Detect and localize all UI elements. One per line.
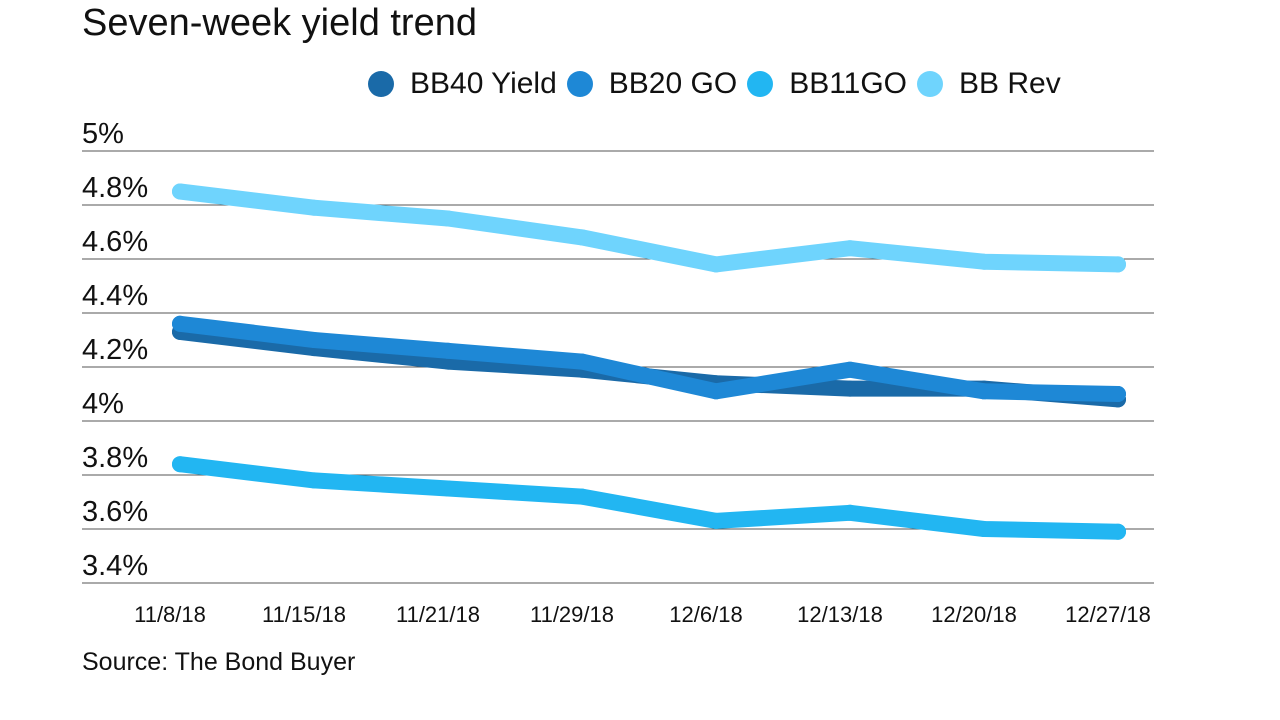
x-tick-label-11-8-18: 11/8/18 [134,602,206,627]
y-tick-label-3-8: 3.8% [82,442,148,474]
data-point-bb11go-11-21-18 [440,480,456,497]
data-point-bb11go-12-6-18 [708,512,724,529]
data-point-bb-rev-11-15-18 [306,199,322,216]
data-point-bb-rev-12-6-18 [708,256,724,273]
y-tick-label-4-6: 4.6% [82,226,148,258]
y-tick-label-5: 5% [82,118,124,150]
data-point-bb-rev-12-13-18 [842,240,858,257]
series-bb20-go [172,315,1126,402]
data-point-bb11go-12-13-18 [842,504,858,521]
x-tick-label-12-6-18: 12/6/18 [669,602,742,627]
legend-dot-bb40-yield [368,71,394,97]
series-line-bb-rev [172,183,1126,273]
legend-dot-bb11go [747,71,774,97]
series-layer [172,183,1126,540]
data-point-bb-rev-12-20-18 [976,253,992,270]
series-bb-rev [172,183,1126,273]
data-point-bb20-go-11-29-18 [574,353,590,370]
y-tick-label-3-6: 3.6% [82,496,148,528]
legend-item-bb20-go: BB20 GO [566,67,738,101]
data-point-bb20-go-12-13-18 [842,361,858,378]
x-axis-ticks: 11/8/18 11/15/18 11/21/18 11/29/18 12/6/18 12… [134,602,1151,627]
y-tick-label-4: 4% [82,388,124,420]
legend-item-bb11go: BB11GO [747,67,907,101]
legend-dot-bb-rev [917,71,944,97]
x-tick-label-12-20-18: 12/20/18 [931,602,1017,627]
data-point-bb11go-11-8-18 [172,456,188,473]
data-point-bb20-go-12-6-18 [708,383,724,400]
data-point-bb-rev-11-29-18 [574,229,590,246]
y-tick-label-4-8: 4.8% [82,172,148,204]
data-point-bb20-go-11-21-18 [440,342,456,359]
x-tick-label-11-29-18: 11/29/18 [530,602,614,627]
data-point-bb20-go-11-15-18 [306,332,322,348]
legend-label-bb11go: BB11GO [789,67,908,100]
data-point-bb11go-11-29-18 [574,488,590,505]
y-tick-label-4-2: 4.2% [82,334,148,366]
data-point-bb11go-12-27-18 [1110,523,1126,540]
series-line-bb20-go [172,315,1126,402]
source-note: Source: The Bond Buyer [82,648,356,676]
data-point-bb-rev-11-8-18 [172,183,188,200]
x-tick-label-11-21-18: 11/21/18 [396,602,480,627]
chart-title: Seven-week yield trend [82,2,477,44]
data-point-bb11go-11-15-18 [306,472,322,489]
data-point-bb20-go-12-20-18 [976,383,992,400]
x-tick-label-12-27-18: 12/27/18 [1065,602,1151,627]
y-tick-label-4-4: 4.4% [82,280,148,312]
legend-label-bb20-go: BB20 GO [608,67,738,100]
legend-item-bb40-yield: BB40 Yield [368,67,557,101]
legend-item-bb-rev: BB Rev [917,67,1061,101]
legend-label-bb40-yield: BB40 Yield [410,67,557,100]
series-line-bb11go [172,456,1126,540]
legend-dot-bb20-go [566,71,593,97]
data-point-bb20-go-11-8-18 [172,315,188,332]
data-point-bb-rev-11-21-18 [440,210,456,227]
legend-label-bb-rev: BB Rev [959,67,1061,100]
data-point-bb40-yield-12-13-18 [842,380,858,397]
data-point-bb-rev-12-27-18 [1110,256,1126,273]
data-point-bb11go-12-20-18 [976,521,992,537]
x-tick-label-11-15-18: 11/15/18 [262,602,346,627]
data-point-bb20-go-12-27-18 [1110,386,1126,402]
y-tick-label-3-4: 3.4% [82,550,148,582]
y-axis-ticks: 3.4% 3.6% 3.8% 4% 4.2% 4.4% 4.6% 4.8% 5% [82,118,148,582]
series-bb11go [172,456,1126,540]
chart-legend: BB40 Yield BB20 GO BB11GO BB Rev [368,64,1071,104]
x-tick-label-12-13-18: 12/13/18 [797,602,883,627]
